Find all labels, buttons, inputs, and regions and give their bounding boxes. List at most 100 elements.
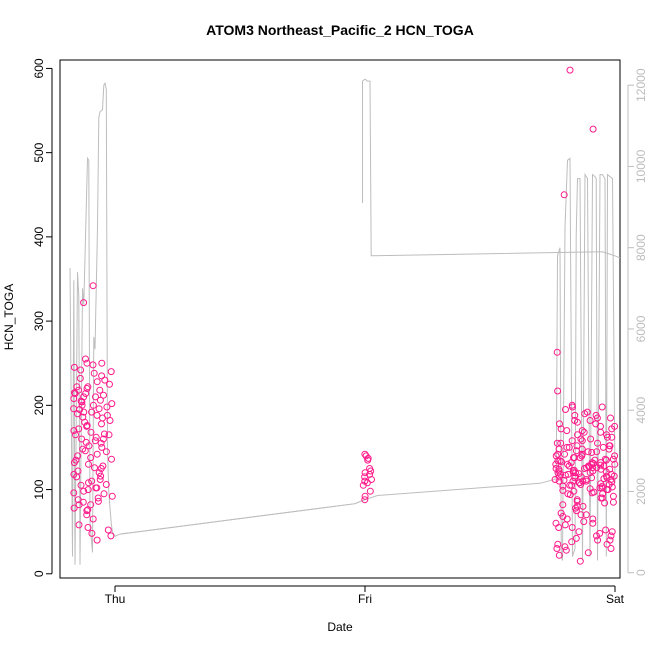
data-point — [84, 486, 92, 494]
data-point — [361, 492, 369, 500]
data-point — [87, 501, 95, 509]
data-point — [570, 466, 578, 474]
data-point — [603, 540, 611, 548]
data-point — [91, 437, 99, 445]
data-point — [78, 398, 86, 406]
data-point — [70, 427, 78, 435]
data-point — [559, 486, 567, 494]
x-tick-label: Fri — [358, 592, 372, 606]
data-point — [591, 456, 599, 464]
data-point — [611, 460, 619, 468]
data-point — [592, 411, 600, 419]
data-point — [84, 524, 92, 531]
data-point — [71, 390, 79, 397]
data-point — [584, 448, 592, 456]
data-point — [579, 477, 587, 485]
data-point — [74, 410, 81, 418]
data-point — [97, 439, 105, 447]
data-point — [566, 66, 574, 74]
data-point — [70, 405, 78, 413]
data-point — [361, 473, 369, 481]
data-point — [96, 396, 104, 404]
data-point — [80, 408, 88, 416]
data-point — [93, 536, 101, 544]
data-point — [589, 464, 596, 472]
data-point — [555, 477, 563, 485]
data-point — [607, 414, 614, 422]
data-point — [598, 494, 606, 502]
data-point — [70, 459, 78, 467]
data-point — [578, 445, 586, 453]
data-point — [571, 417, 579, 424]
left-tick-label: 400 — [32, 227, 46, 247]
data-point — [608, 528, 616, 536]
data-point — [564, 490, 572, 498]
data-point — [555, 524, 563, 531]
data-point — [608, 478, 616, 486]
data-point — [608, 483, 616, 491]
data-point — [580, 518, 588, 526]
data-point — [105, 431, 113, 439]
data-point — [75, 501, 83, 509]
data-point — [559, 501, 567, 509]
data-point — [561, 471, 569, 479]
data-point — [78, 435, 86, 443]
data-point — [557, 509, 565, 517]
data-point — [553, 348, 561, 356]
left-y-axis: 0 100 200 300 400 500 600 — [32, 58, 53, 577]
data-point — [561, 521, 569, 529]
x-tick-label: Sat — [606, 592, 625, 606]
data-point — [560, 476, 568, 484]
altitude-line-segment-0 — [69, 81, 366, 565]
data-point — [107, 532, 115, 540]
data-point — [568, 538, 576, 546]
data-point — [593, 448, 601, 456]
data-point — [584, 549, 592, 557]
data-point — [73, 383, 81, 391]
data-point — [554, 387, 562, 395]
data-point — [82, 390, 90, 397]
altitude-line-segment-1 — [362, 78, 621, 259]
data-point — [577, 435, 585, 443]
data-point — [108, 400, 116, 408]
data-point — [87, 454, 95, 462]
right-tick-label: 12000 — [634, 68, 648, 102]
data-point — [581, 410, 589, 418]
data-point — [104, 526, 112, 534]
data-point — [594, 536, 602, 544]
data-point — [594, 439, 601, 447]
left-tick-label: 600 — [32, 58, 46, 78]
data-point — [97, 472, 105, 480]
data-point — [82, 438, 90, 446]
data-point — [94, 497, 102, 505]
data-point — [93, 450, 101, 458]
data-point — [566, 481, 574, 489]
data-point — [103, 403, 111, 411]
data-point — [70, 363, 78, 371]
data-point — [579, 502, 587, 510]
data-point — [77, 481, 85, 489]
x-axis: Thu Fri Sat — [105, 585, 625, 606]
data-point — [83, 511, 91, 519]
data-point — [93, 411, 101, 419]
data-point — [580, 465, 588, 472]
data-point — [563, 443, 571, 451]
data-point — [568, 524, 576, 531]
data-point — [568, 437, 576, 445]
data-point — [359, 481, 367, 489]
data-point — [364, 456, 372, 464]
data-point — [567, 459, 575, 467]
data-point — [75, 425, 83, 433]
data-point — [593, 532, 600, 540]
data-point — [553, 545, 561, 552]
x-axis-title: Date — [327, 620, 353, 634]
data-point — [70, 395, 78, 403]
data-point — [100, 490, 108, 498]
data-point — [89, 401, 97, 409]
data-point — [85, 460, 92, 468]
data-point — [366, 487, 374, 495]
data-point — [80, 299, 88, 307]
data-point — [602, 468, 610, 476]
data-point — [102, 481, 110, 488]
data-point — [77, 366, 85, 374]
